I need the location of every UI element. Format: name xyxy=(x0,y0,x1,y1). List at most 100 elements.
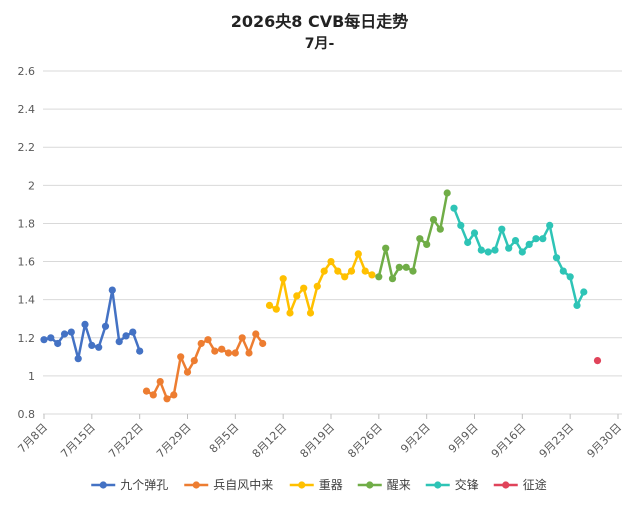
chart-title: 2026央8 CVB每日走势 xyxy=(231,12,409,31)
y-tick-label: 2.4 xyxy=(18,103,36,116)
data-point xyxy=(471,229,478,236)
data-point xyxy=(184,369,191,376)
data-point xyxy=(567,273,574,280)
data-point xyxy=(416,235,423,242)
data-point xyxy=(252,330,259,337)
data-point xyxy=(389,275,396,282)
x-axis-ticks: 7月8日 7月15日 7月22日 7月29日 8月5日 8月12日 8月19日 8月26日 9月… xyxy=(15,414,624,461)
data-point xyxy=(444,189,451,196)
data-point xyxy=(129,329,136,336)
series-3 xyxy=(375,189,451,282)
series-5 xyxy=(594,357,601,364)
data-point xyxy=(40,336,47,343)
data-point xyxy=(478,247,485,254)
data-point xyxy=(95,344,102,351)
data-point xyxy=(157,378,164,385)
y-tick-label: 2.2 xyxy=(18,141,36,154)
data-point xyxy=(546,222,553,229)
legend-label: 交锋 xyxy=(455,477,479,492)
legend-marker xyxy=(193,481,200,488)
series-layer xyxy=(40,189,601,402)
data-point xyxy=(198,340,205,347)
x-tick-label: 9月9日 xyxy=(446,421,481,456)
data-point xyxy=(225,349,232,356)
data-point xyxy=(150,391,157,398)
y-tick-label: 1.4 xyxy=(18,294,36,307)
x-tick-label: 9月2日 xyxy=(398,421,433,456)
legend-label: 醒来 xyxy=(387,478,411,492)
data-point xyxy=(321,268,328,275)
data-point xyxy=(560,268,567,275)
series-line xyxy=(270,254,373,313)
series-line xyxy=(379,193,447,279)
data-point xyxy=(362,268,369,275)
legend-item: 重器 xyxy=(290,478,343,492)
data-point xyxy=(177,353,184,360)
series-0 xyxy=(40,287,143,363)
data-point xyxy=(396,264,403,271)
data-point xyxy=(450,205,457,212)
data-point xyxy=(457,222,464,229)
legend-item: 征途 xyxy=(494,477,547,492)
y-tick-label: 2 xyxy=(28,179,35,192)
legend-item: 交锋 xyxy=(426,477,479,492)
legend-item: 醒来 xyxy=(358,478,411,492)
data-point xyxy=(81,321,88,328)
data-point xyxy=(54,340,61,347)
data-point xyxy=(170,391,177,398)
x-tick-label: 9月30日 xyxy=(585,421,625,461)
data-point xyxy=(368,271,375,278)
data-point xyxy=(88,342,95,349)
data-point xyxy=(47,334,54,341)
data-point xyxy=(239,334,246,341)
series-line xyxy=(454,208,584,305)
data-point xyxy=(594,357,601,364)
y-tick-label: 2.6 xyxy=(18,65,36,78)
data-point xyxy=(61,330,68,337)
data-point xyxy=(286,309,293,316)
legend-label: 九个弹孔 xyxy=(120,478,168,492)
legend-marker xyxy=(434,481,441,488)
series-4 xyxy=(450,205,587,309)
legend-label: 兵自风中来 xyxy=(213,477,273,492)
x-tick-label: 8月5日 xyxy=(207,421,242,456)
legend: 九个弹孔 兵自风中来 重器 醒来 交锋 征途 xyxy=(91,477,547,492)
data-point xyxy=(143,388,150,395)
x-tick-label: 7月8日 xyxy=(15,421,50,456)
data-point xyxy=(423,241,430,248)
data-point xyxy=(485,248,492,255)
data-point xyxy=(307,309,314,316)
data-point xyxy=(266,302,273,309)
data-point xyxy=(68,329,75,336)
data-point xyxy=(464,239,471,246)
legend-item: 九个弹孔 xyxy=(91,478,168,492)
data-point xyxy=(273,306,280,313)
grid-layer xyxy=(43,71,622,414)
x-tick-label: 7月29日 xyxy=(154,421,194,461)
data-point xyxy=(327,258,334,265)
data-point xyxy=(532,235,539,242)
data-point xyxy=(573,302,580,309)
chart-subtitle: 7月- xyxy=(305,36,335,52)
data-point xyxy=(116,338,123,345)
x-tick-label: 8月19日 xyxy=(298,421,338,461)
data-point xyxy=(259,340,266,347)
data-point xyxy=(409,268,416,275)
data-point xyxy=(163,395,170,402)
data-point xyxy=(491,247,498,254)
data-point xyxy=(293,292,300,299)
data-point xyxy=(136,348,143,355)
x-tick-label: 7月15日 xyxy=(58,421,98,461)
y-tick-label: 1.8 xyxy=(18,217,36,230)
data-point xyxy=(211,348,218,355)
y-tick-label: 0.8 xyxy=(18,408,36,421)
data-point xyxy=(280,275,287,282)
data-point xyxy=(355,250,362,257)
y-tick-label: 1.2 xyxy=(18,332,36,345)
x-tick-label: 9月23日 xyxy=(537,421,577,461)
data-point xyxy=(437,226,444,233)
legend-marker xyxy=(298,481,305,488)
data-point xyxy=(75,355,82,362)
